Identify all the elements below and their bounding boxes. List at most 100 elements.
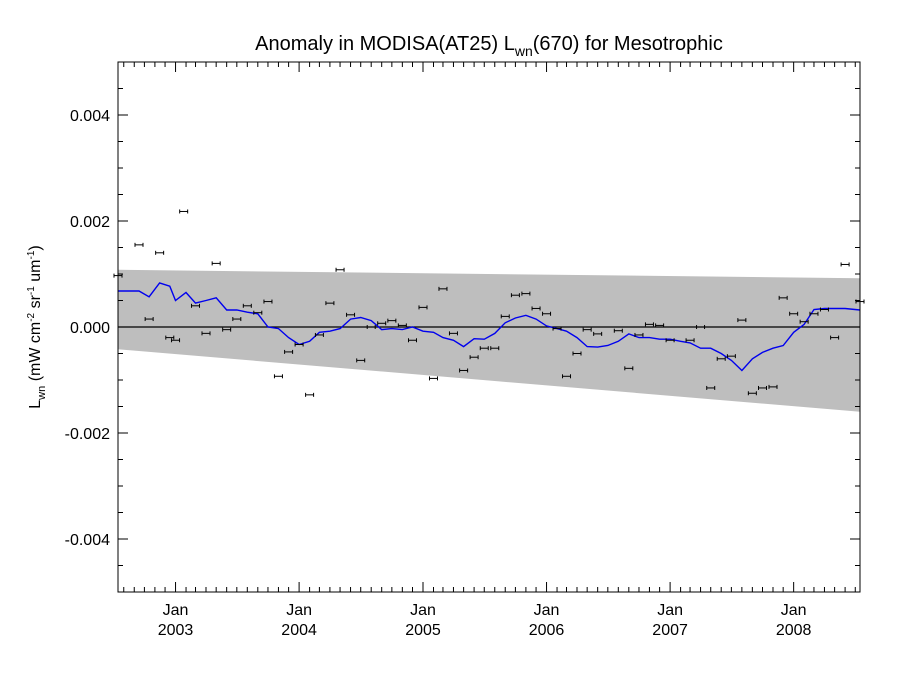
data-point (387, 318, 397, 323)
data-point (356, 358, 366, 363)
data-point (778, 295, 788, 300)
data-point (737, 318, 747, 323)
confidence-band (118, 269, 860, 412)
y-axis-label-subscript: wn (36, 386, 48, 401)
data-point (644, 322, 654, 327)
data-point (799, 319, 809, 324)
data-point (789, 311, 799, 316)
data-point (305, 392, 315, 397)
x-tick-label-year: 2003 (158, 622, 194, 639)
data-point (418, 305, 428, 310)
data-point (685, 338, 695, 343)
y-axis-label-units-open: (mW cm (27, 322, 44, 386)
y-axis-label-mid1: sr (27, 294, 44, 312)
data-point (624, 366, 634, 371)
data-point (479, 346, 489, 351)
y-axis-label-units-close: ) (27, 245, 44, 250)
data-point (253, 310, 263, 315)
data-point (314, 332, 324, 337)
data-point (665, 338, 675, 343)
x-tick-label-month: Jan (286, 602, 312, 619)
data-point (542, 311, 552, 316)
data-point (448, 331, 458, 336)
data-point (134, 242, 144, 247)
data-point (273, 374, 283, 379)
data-point (809, 311, 819, 316)
x-tick-label-month: Jan (534, 602, 560, 619)
data-point (593, 331, 603, 336)
data-point (171, 338, 181, 343)
data-point (407, 338, 417, 343)
data-point (521, 291, 531, 296)
data-point (747, 391, 757, 396)
y-tick-label: -0.002 (65, 426, 110, 443)
data-points-layer (113, 209, 865, 397)
y-tick-label: 0.000 (70, 320, 110, 337)
data-point (531, 306, 541, 311)
trend-line-layer (118, 282, 861, 372)
chart-title-subscript: wn (514, 43, 533, 59)
x-tick-label-year: 2004 (281, 622, 317, 639)
data-point (459, 368, 469, 373)
data-point (284, 349, 294, 354)
data-point (438, 286, 448, 291)
confidence-band-layer (118, 269, 860, 412)
x-tick-label-year: 2008 (776, 622, 812, 639)
x-tick-label-month: Jan (410, 602, 436, 619)
data-point (655, 323, 665, 328)
data-point (830, 335, 840, 340)
y-axis-label-exp2: -1 (26, 286, 37, 295)
y-axis-label-mid2: um (27, 260, 44, 287)
data-point (510, 293, 520, 298)
data-point (840, 262, 850, 267)
data-point (696, 325, 706, 329)
y-axis-label-base: L (27, 400, 44, 409)
data-point (366, 325, 376, 329)
data-point (819, 307, 829, 312)
y-axis-label-exp3: -1 (26, 250, 37, 259)
data-point (768, 384, 778, 389)
data-point (428, 376, 438, 381)
data-point (613, 328, 623, 333)
data-point (469, 355, 479, 360)
data-point (377, 321, 387, 326)
data-point (294, 342, 304, 347)
data-point (758, 385, 768, 390)
data-point (155, 250, 165, 255)
data-point (634, 332, 644, 337)
x-tick-label-year: 2006 (529, 622, 565, 639)
data-point (144, 317, 154, 322)
x-tick-label-year: 2007 (652, 622, 688, 639)
data-point (397, 323, 407, 328)
data-point (232, 317, 242, 322)
data-point (552, 326, 562, 331)
data-point (716, 356, 726, 361)
data-point (165, 335, 175, 340)
data-point (211, 261, 221, 266)
data-point (726, 354, 736, 359)
y-tick-label: -0.004 (65, 532, 110, 549)
y-axis-label: Lwn (mW cm-2 sr-1 um-1) (26, 245, 48, 408)
x-tick-label-month: Jan (781, 602, 807, 619)
x-tick-label-month: Jan (657, 602, 683, 619)
chart-title-suffix: (670) for Mesotrophic (533, 33, 723, 55)
data-point (572, 351, 582, 356)
y-tick-label: 0.004 (70, 108, 110, 125)
data-point (222, 327, 232, 332)
data-point (500, 314, 510, 319)
y-axis-label-exp1: -2 (26, 312, 37, 321)
data-point (201, 331, 211, 336)
data-point (335, 267, 345, 272)
trend-line (118, 282, 861, 372)
x-axis-ticks: Jan 2003 Jan 2004 Jan 2005 Jan 2006 Jan 2007 Jan 20… (123, 62, 856, 639)
chart-title: Anomaly in MODISA(AT25) Lwn(670) for Mes… (255, 33, 723, 59)
x-tick-label-month: Jan (163, 602, 189, 619)
data-point (562, 374, 572, 379)
data-point (490, 346, 500, 351)
data-point (242, 303, 252, 308)
y-axis-ticks: 0.004 0.002 0.000 -0.002 -0.004 (65, 61, 860, 593)
data-point (706, 385, 716, 390)
x-tick-label-year: 2005 (405, 622, 441, 639)
data-point (582, 327, 592, 332)
